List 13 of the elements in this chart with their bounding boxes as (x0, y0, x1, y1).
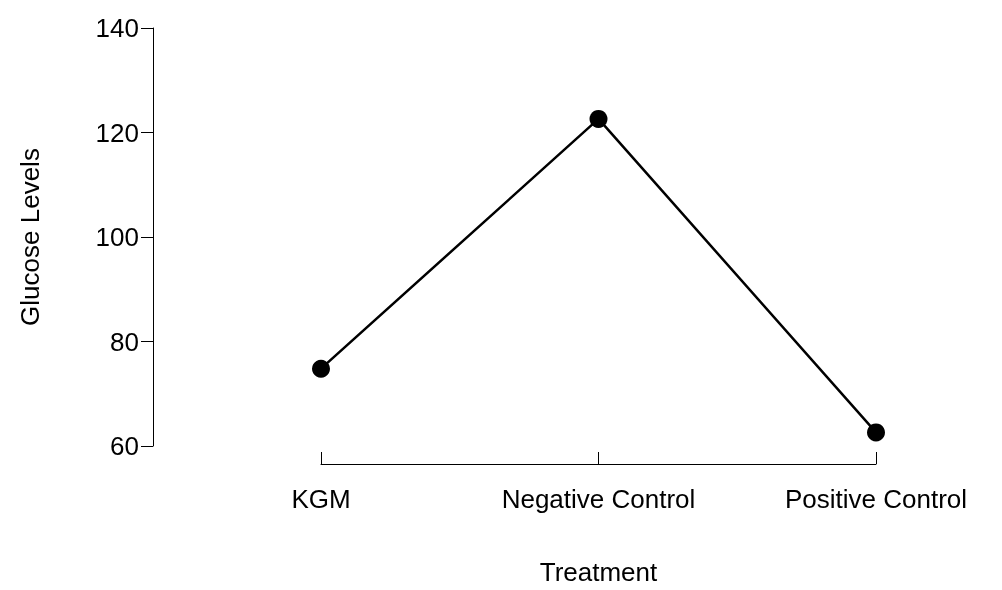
y-tick-label: 140 (95, 13, 139, 43)
point (312, 359, 330, 378)
point (589, 109, 608, 128)
x-tick-label: Positive Control (784, 484, 968, 514)
y-tick-label: 100 (95, 222, 139, 252)
x-axis-title: Treatment (539, 557, 659, 587)
x-tick-label: Negative Control (501, 484, 696, 514)
point (867, 423, 885, 442)
y-tick-label: 120 (95, 117, 139, 148)
y-tick-label: 80 (110, 326, 139, 357)
y-axis-title: Glucose Levels (15, 148, 45, 326)
x-tick-label: KGM (291, 484, 351, 514)
y-tick-label: 60 (110, 431, 139, 461)
